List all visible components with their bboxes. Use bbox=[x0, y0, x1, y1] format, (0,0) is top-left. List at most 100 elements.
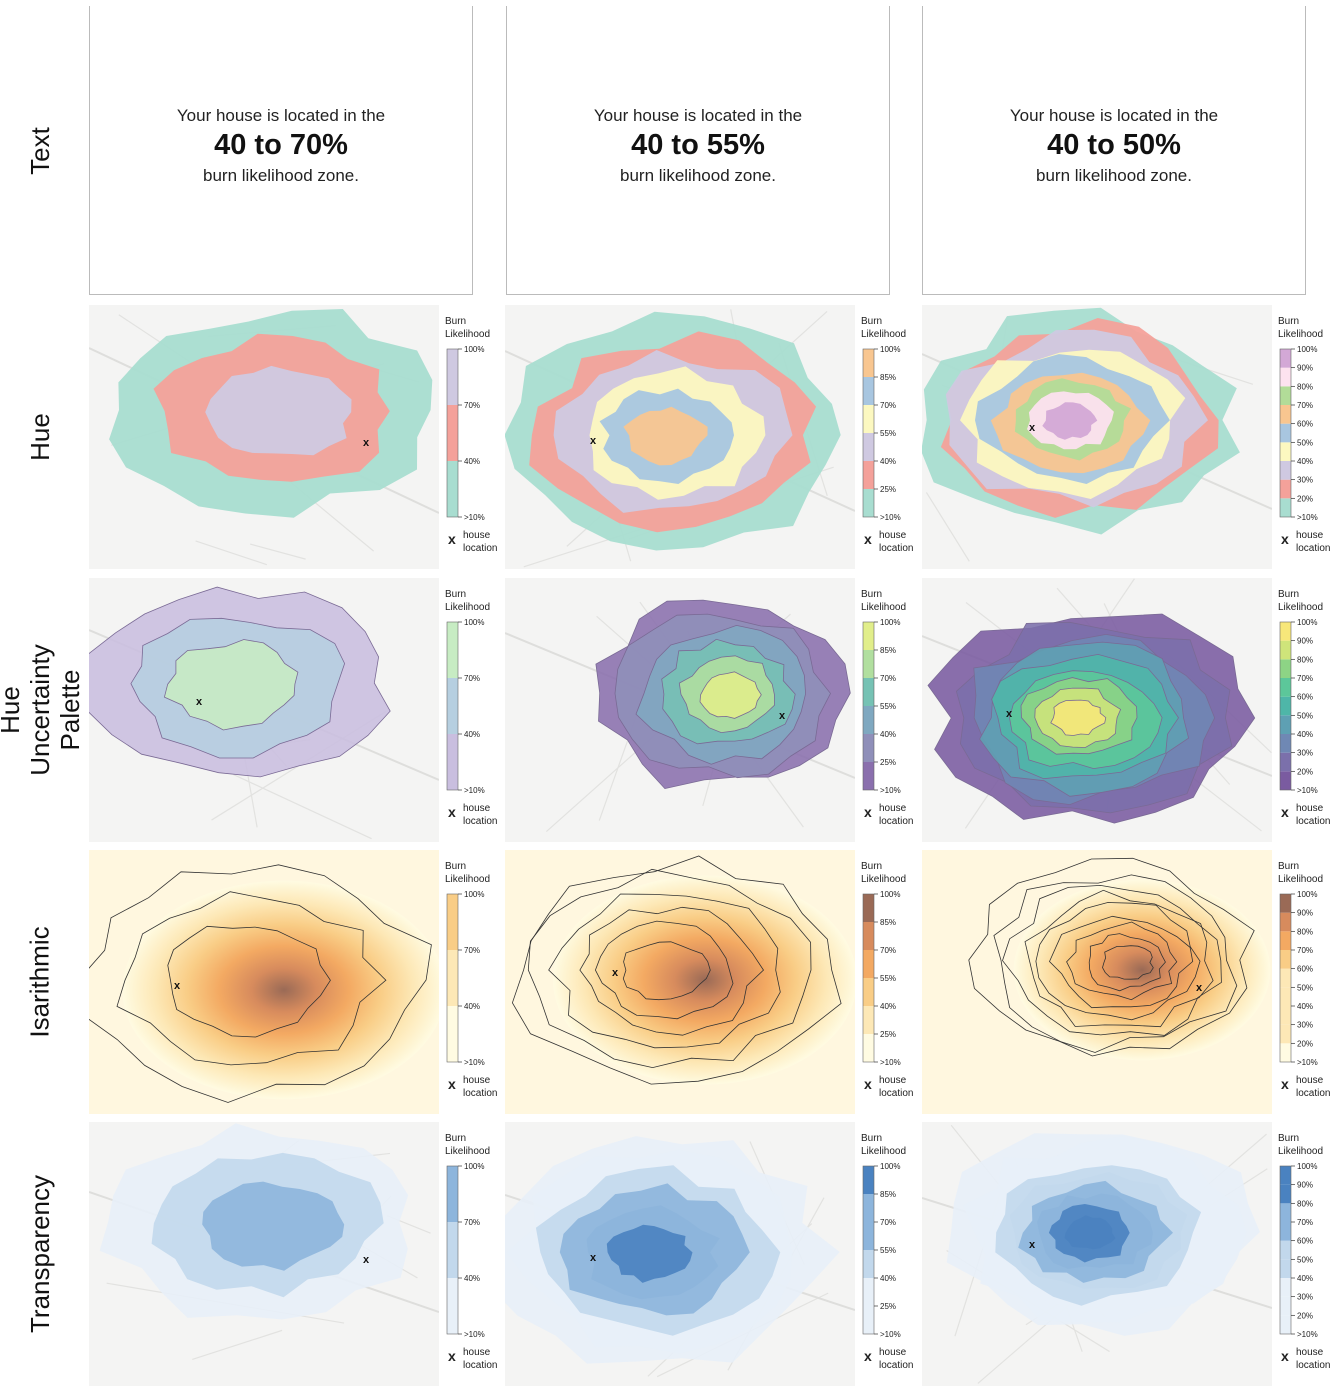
legend-swatch bbox=[1280, 479, 1291, 499]
legend-house-label: house location bbox=[1296, 1347, 1331, 1371]
legend-house-marker: x bbox=[864, 1348, 872, 1364]
legend-swatch bbox=[863, 622, 874, 650]
isoline bbox=[594, 920, 734, 1020]
legend: Burn Likelihood >10% 40% 70% 100% x house locati… bbox=[441, 850, 515, 1114]
text-card-2: Your house is located in the 40 to 55% b… bbox=[506, 6, 890, 295]
legend-house-marker: x bbox=[864, 531, 872, 547]
legend: Burn Likelihood >10% 20% 30% 40% 50% 60% 70% 80% 9… bbox=[1274, 850, 1342, 1114]
legend: Burn Likelihood >10% 20% 30% 40% 50% 60% 70% 80% 9… bbox=[1274, 305, 1342, 569]
map-hue_uncertainty-2: x bbox=[505, 578, 855, 842]
legend-tick-label: 50% bbox=[1297, 1255, 1313, 1264]
intensity-field bbox=[1013, 879, 1271, 1061]
legend-swatch bbox=[447, 950, 458, 1006]
map-transparency-2: x bbox=[505, 1122, 855, 1386]
legend-tick-label: 30% bbox=[1297, 1293, 1313, 1302]
legend-tick-label: 60% bbox=[1297, 693, 1313, 702]
legend-swatch bbox=[863, 650, 874, 678]
legend-title: Burn Likelihood bbox=[445, 1133, 491, 1157]
legend-tick-label: 20% bbox=[1297, 767, 1313, 776]
map-isarithmic-1: x bbox=[89, 850, 439, 1114]
legend-tick-label: 80% bbox=[1297, 1199, 1313, 1208]
row-label-hue-uncertainty: Hue Uncertainty Palette bbox=[0, 644, 85, 776]
legend-tick-label: 50% bbox=[1297, 438, 1313, 447]
legend-swatch bbox=[1280, 678, 1291, 697]
legend-tick-label: 70% bbox=[464, 401, 480, 410]
legend-tick-label: 40% bbox=[464, 1002, 480, 1011]
legend-house-marker: x bbox=[1281, 1076, 1289, 1092]
map-transparency-3: x bbox=[922, 1122, 1272, 1386]
legend-tick-label: 100% bbox=[880, 1162, 900, 1171]
legend-tick-label: >10% bbox=[464, 1058, 485, 1067]
legend-house-marker: x bbox=[1281, 804, 1289, 820]
house-marker: x bbox=[1196, 982, 1203, 994]
legend-tick-label: 100% bbox=[464, 345, 484, 354]
legend-tick-label: 40% bbox=[1297, 730, 1313, 739]
legend-swatch bbox=[447, 1006, 458, 1062]
legend-swatch bbox=[447, 678, 458, 734]
text-card-line: Your house is located in the bbox=[1009, 106, 1219, 125]
legend-tick-label: 25% bbox=[880, 758, 896, 767]
legend-swatch bbox=[863, 762, 874, 790]
legend-house-label: house location bbox=[1296, 1075, 1331, 1099]
text-card-range: 40 to 55% bbox=[631, 129, 765, 161]
isoline bbox=[622, 941, 711, 1001]
contour-band bbox=[623, 406, 708, 466]
isoline bbox=[1035, 902, 1201, 1021]
legend-title: Burn Likelihood bbox=[1278, 1133, 1324, 1157]
legend-house-marker: x bbox=[448, 1076, 456, 1092]
legend-swatch bbox=[863, 405, 874, 433]
legend-title: Burn Likelihood bbox=[861, 316, 907, 340]
legend-swatch bbox=[863, 734, 874, 762]
legend: Burn Likelihood >10% 40% 70% 100% x house locati… bbox=[441, 578, 515, 842]
legend-tick-label: 80% bbox=[1297, 382, 1313, 391]
legend-tick-label: 100% bbox=[464, 618, 484, 627]
row-label-isarithmic: Isarithmic bbox=[25, 926, 55, 1038]
house-marker: x bbox=[612, 967, 619, 979]
house-marker: x bbox=[1006, 708, 1013, 720]
text-card-line: burn likelihood zone. bbox=[1036, 166, 1192, 185]
legend-swatch bbox=[863, 894, 874, 922]
isoline bbox=[1049, 915, 1194, 1009]
isoline bbox=[993, 874, 1238, 1053]
legend-tick-label: 90% bbox=[1297, 637, 1313, 646]
legend-tick-label: 40% bbox=[880, 457, 896, 466]
legend-swatch bbox=[1280, 1296, 1291, 1316]
legend-title: Burn Likelihood bbox=[1278, 589, 1324, 613]
legend-swatch bbox=[1280, 968, 1291, 988]
legend-tick-label: 70% bbox=[1297, 401, 1313, 410]
legend-swatch bbox=[1280, 1222, 1291, 1241]
legend-tick-label: 25% bbox=[880, 1302, 896, 1311]
legend-tick-label: 40% bbox=[1297, 457, 1313, 466]
legend-swatch bbox=[1280, 1024, 1291, 1044]
legend-tick-label: 70% bbox=[1297, 674, 1313, 683]
legend-swatch bbox=[1280, 1315, 1291, 1334]
legend-tick-label: 25% bbox=[880, 1030, 896, 1039]
row-label-hue: Hue bbox=[24, 413, 55, 461]
house-marker: x bbox=[779, 710, 786, 722]
legend-swatch bbox=[1280, 1203, 1291, 1222]
legend-tick-label: 70% bbox=[464, 674, 480, 683]
legend-tick-label: >10% bbox=[464, 786, 485, 795]
legend-swatch bbox=[863, 1034, 874, 1062]
legend-swatch bbox=[447, 894, 458, 950]
legend-tick-label: 100% bbox=[464, 1162, 484, 1171]
legend: Burn Likelihood >10% 25% 40% 55% 70% 85% 100% x ho… bbox=[857, 305, 931, 569]
house-marker: x bbox=[590, 1252, 597, 1264]
legend-title: Burn Likelihood bbox=[445, 316, 491, 340]
legend-swatch bbox=[863, 377, 874, 405]
legend-tick-label: 50% bbox=[1297, 983, 1313, 992]
legend-tick-label: >10% bbox=[1297, 513, 1318, 522]
legend-title: Burn Likelihood bbox=[1278, 861, 1324, 885]
legend-tick-label: 100% bbox=[1297, 618, 1317, 627]
legend-swatch bbox=[863, 706, 874, 734]
legend-swatch bbox=[1280, 715, 1291, 734]
map-hue_uncertainty-1: x bbox=[89, 578, 439, 842]
contour-band bbox=[1042, 402, 1098, 440]
house-marker: x bbox=[196, 696, 203, 708]
legend-tick-label: 55% bbox=[880, 974, 896, 983]
legend: Burn Likelihood >10% 20% 30% 40% 50% 60% 70% 80% 9… bbox=[1274, 578, 1342, 842]
legend-swatch bbox=[1280, 386, 1291, 405]
legend-tick-label: 70% bbox=[880, 674, 896, 683]
isoline bbox=[1102, 945, 1154, 980]
legend-swatch bbox=[1280, 1184, 1291, 1204]
